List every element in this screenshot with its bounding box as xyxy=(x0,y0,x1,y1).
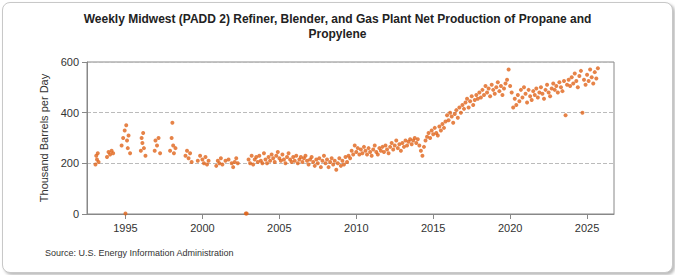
svg-text:Thousand Barrels per Day: Thousand Barrels per Day xyxy=(38,73,50,202)
svg-text:0: 0 xyxy=(73,208,79,220)
svg-text:Source: U.S. Energy Informatio: Source: U.S. Energy Information Administ… xyxy=(45,248,234,258)
svg-text:Propylene: Propylene xyxy=(308,27,366,41)
svg-text:Weekly Midwest (PADD 2) Refine: Weekly Midwest (PADD 2) Refiner, Blender… xyxy=(84,12,592,26)
svg-text:200: 200 xyxy=(61,157,79,169)
svg-text:2010: 2010 xyxy=(344,222,368,234)
svg-text:600: 600 xyxy=(61,56,79,68)
svg-text:2005: 2005 xyxy=(267,222,291,234)
svg-text:400: 400 xyxy=(61,107,79,119)
svg-text:2000: 2000 xyxy=(190,222,214,234)
svg-text:2020: 2020 xyxy=(498,222,522,234)
svg-text:1995: 1995 xyxy=(113,222,137,234)
svg-text:2025: 2025 xyxy=(575,222,599,234)
svg-text:2015: 2015 xyxy=(421,222,445,234)
